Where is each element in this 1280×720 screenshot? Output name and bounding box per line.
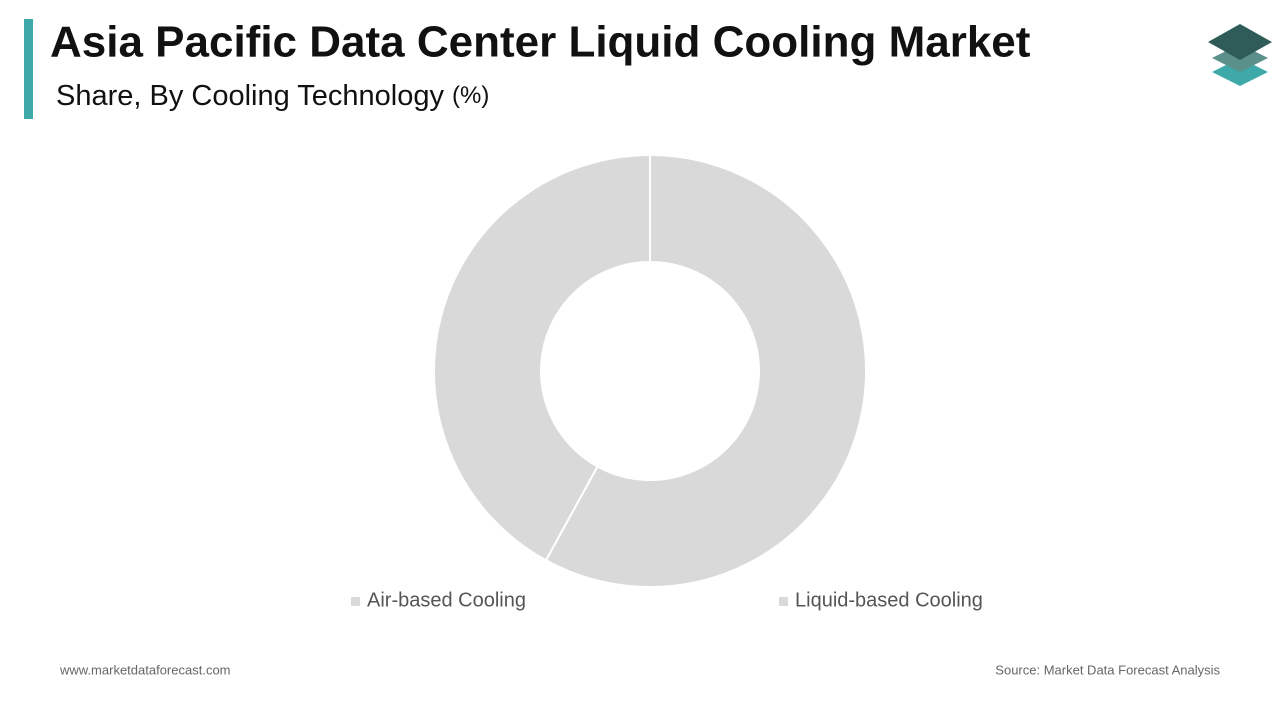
chart-title: Asia Pacific Data Center Liquid Cooling … xyxy=(50,18,1031,67)
donut-segment xyxy=(544,153,867,588)
legend-label: Liquid-based Cooling xyxy=(795,589,983,611)
legend-swatch xyxy=(351,597,360,606)
logo xyxy=(1208,24,1272,86)
subtitle-text: Share, By Cooling Technology xyxy=(56,80,444,112)
title-accent xyxy=(24,19,33,119)
chart-subtitle: Share, By Cooling Technology (%) xyxy=(56,80,489,112)
unit-text: (%) xyxy=(452,82,489,109)
donut-segment xyxy=(433,153,651,562)
donut xyxy=(433,153,867,588)
footer-right: Source: Market Data Forecast Analysis xyxy=(995,662,1220,677)
legend-label: Air-based Cooling xyxy=(367,589,526,611)
footer-left: www.marketdataforecast.com xyxy=(59,662,231,677)
legend-swatch xyxy=(779,597,788,606)
